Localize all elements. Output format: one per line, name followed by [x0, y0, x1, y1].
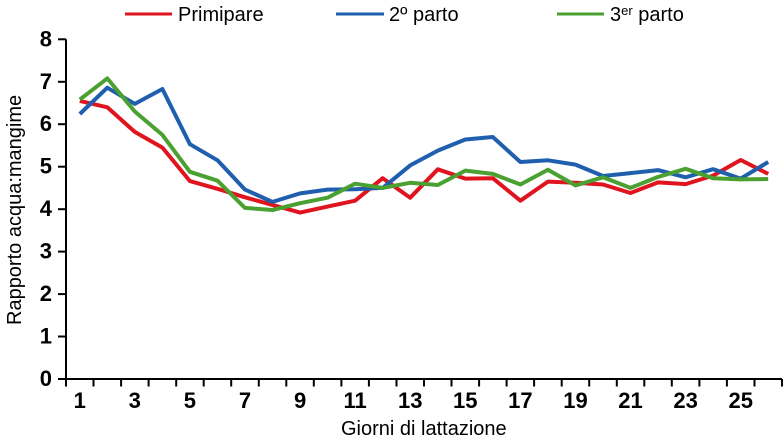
- svg-text:17: 17: [508, 388, 532, 413]
- svg-text:7: 7: [40, 69, 52, 94]
- svg-text:19: 19: [563, 388, 587, 413]
- svg-text:1: 1: [40, 324, 52, 349]
- svg-text:15: 15: [453, 388, 477, 413]
- svg-text:3: 3: [40, 239, 52, 264]
- svg-text:7: 7: [239, 388, 251, 413]
- svg-text:Rapporto acqua:mangime: Rapporto acqua:mangime: [4, 95, 26, 325]
- svg-text:3: 3: [129, 388, 141, 413]
- svg-text:3er parto: 3er parto: [610, 3, 684, 26]
- svg-text:2: 2: [40, 281, 52, 306]
- svg-text:9: 9: [294, 388, 306, 413]
- svg-text:8: 8: [40, 26, 52, 51]
- svg-text:4: 4: [40, 196, 53, 221]
- svg-text:5: 5: [184, 388, 196, 413]
- svg-text:2º parto: 2º parto: [389, 4, 459, 26]
- svg-text:23: 23: [673, 388, 697, 413]
- svg-text:11: 11: [343, 388, 366, 413]
- svg-text:21: 21: [618, 388, 642, 413]
- svg-text:6: 6: [40, 111, 52, 136]
- svg-text:13: 13: [398, 388, 422, 413]
- svg-text:Giorni di lattazione: Giorni di lattazione: [341, 418, 507, 440]
- svg-text:0: 0: [40, 366, 52, 391]
- svg-text:1: 1: [74, 388, 86, 413]
- svg-text:25: 25: [728, 388, 752, 413]
- svg-text:Primipare: Primipare: [178, 4, 264, 26]
- svg-text:5: 5: [40, 154, 52, 179]
